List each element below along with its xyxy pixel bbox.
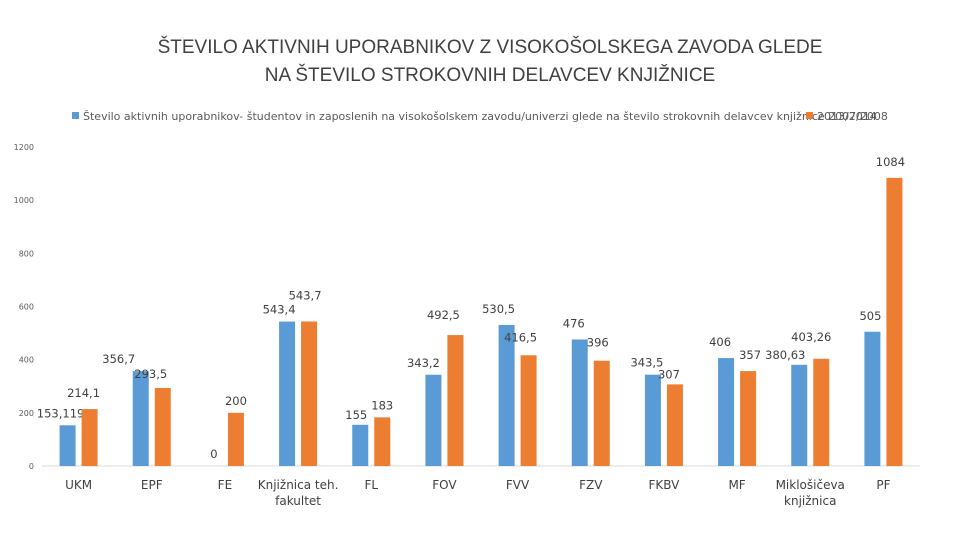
bar-series-2-0 <box>81 409 98 466</box>
bar-series-1-8 <box>644 374 661 466</box>
bar-series-2-6 <box>520 355 537 466</box>
data-label-series-2: 543,7 <box>289 288 322 302</box>
data-label-series-1: 406 <box>709 335 731 349</box>
data-label-series-2: 200 <box>225 394 247 408</box>
category-label: FE <box>218 478 232 492</box>
y-tick-label: 800 <box>19 249 34 258</box>
category-label: EPF <box>141 478 163 492</box>
y-tick-label: 200 <box>19 409 34 418</box>
bar-series-2-8 <box>666 384 683 466</box>
bar-series-2-2 <box>227 412 244 466</box>
data-label-series-2: 403,26 <box>791 330 831 344</box>
data-label-series-2: 293,5 <box>134 367 167 381</box>
legend-item-series-2: 2013/2014 <box>806 110 877 123</box>
legend-swatch-series-1 <box>72 112 79 119</box>
legend-label-series-1: Število aktivnih uporabnikov- študentov … <box>83 110 888 123</box>
data-label-series-1: 505 <box>859 309 881 323</box>
category-label: Miklošičeva <box>776 478 845 492</box>
data-label-series-1: 155 <box>345 408 367 422</box>
data-label-series-2: 492,5 <box>427 308 460 322</box>
bar-series-2-3 <box>301 321 318 466</box>
bar-series-1-3 <box>279 321 296 466</box>
data-label-series-1: 380,63 <box>765 348 805 362</box>
category-label: MF <box>728 478 745 492</box>
y-tick-label: 600 <box>19 303 34 312</box>
bar-series-2-1 <box>154 387 171 466</box>
bar-series-2-11 <box>886 177 903 466</box>
bar-series-2-4 <box>374 417 391 466</box>
bar-series-1-0 <box>59 425 76 466</box>
bar-series-1-1 <box>132 371 149 466</box>
category-label: knjižnica <box>784 494 836 508</box>
category-label: UKM <box>65 478 92 492</box>
data-label-series-2: 183 <box>371 398 393 412</box>
y-tick-label: 0 <box>29 462 34 471</box>
bar-series-1-10 <box>791 364 808 466</box>
y-tick-label: 400 <box>19 356 34 365</box>
bar-series-2-7 <box>593 360 610 466</box>
legend-item-series-1: Število aktivnih uporabnikov- študentov … <box>72 110 888 123</box>
legend-label-series-2: 2013/2014 <box>817 110 877 123</box>
category-label: FOV <box>432 478 457 492</box>
data-label-series-1: 356,7 <box>102 352 135 366</box>
category-label: FZV <box>579 478 603 492</box>
data-label-series-1: 530,5 <box>482 302 515 316</box>
bar-series-1-7 <box>571 339 588 466</box>
data-label-series-2: 1084 <box>876 155 905 169</box>
y-tick-label: 1000 <box>14 196 34 205</box>
category-label: FKBV <box>648 478 680 492</box>
data-label-series-2: 396 <box>587 336 609 350</box>
data-label-series-1: 343,2 <box>407 356 440 370</box>
category-label: PF <box>876 478 890 492</box>
bar-series-1-9 <box>718 358 735 466</box>
bar-series-2-9 <box>740 371 757 466</box>
bar-series-1-6 <box>498 324 515 466</box>
data-label-zero: 0 <box>210 447 217 461</box>
bar-series-1-11 <box>864 331 881 466</box>
data-label-series-2: 307 <box>658 367 680 381</box>
bar-series-1-4 <box>352 424 369 466</box>
data-label-series-2: 214,1 <box>67 386 100 400</box>
data-label-series-1: 343,5 <box>630 356 663 370</box>
bar-series-2-10 <box>813 358 830 466</box>
chart-title-line1: ŠTEVILO AKTIVNIH UPORABNIKOV Z VISOKOŠOL… <box>157 37 823 58</box>
data-label-series-2: 416,5 <box>504 330 537 344</box>
data-label-series-1: 153,119 <box>37 406 85 420</box>
chart-title-line2: NA ŠTEVILO STROKOVNIH DELAVCEV KNJIŽNICE <box>264 65 716 86</box>
bar-series-2-5 <box>447 335 464 466</box>
y-tick-label: 1200 <box>14 143 34 152</box>
category-label: fakultet <box>275 494 321 508</box>
data-label-series-1: 543,4 <box>263 303 296 317</box>
bar-series-1-5 <box>425 374 442 466</box>
data-label-series-2: 357 <box>739 348 761 362</box>
legend-swatch-series-2 <box>806 112 813 119</box>
category-label: FVV <box>506 478 530 492</box>
data-label-series-1: 476 <box>563 316 585 330</box>
category-label: Knjižnica teh. <box>258 478 339 492</box>
chart-title: ŠTEVILO AKTIVNIH UPORABNIKOV Z VISOKOŠOL… <box>80 34 900 90</box>
category-label: FL <box>364 478 378 492</box>
